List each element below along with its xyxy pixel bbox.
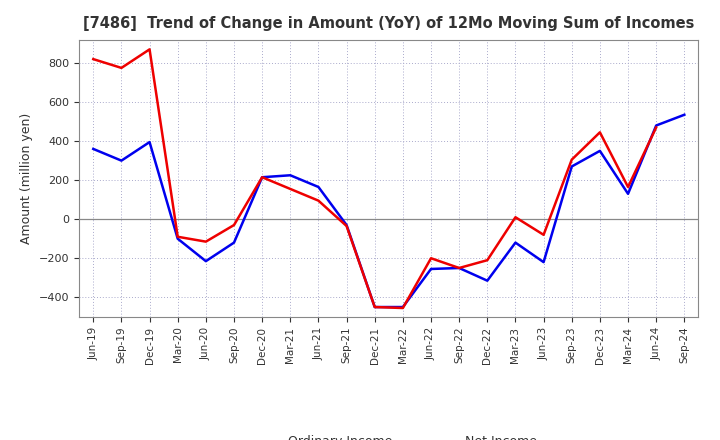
Net Income bbox=[230, 222, 238, 227]
Y-axis label: Amount (million yen): Amount (million yen) bbox=[20, 113, 33, 244]
Net Income bbox=[455, 265, 464, 271]
Line: Ordinary Income: Ordinary Income bbox=[94, 115, 684, 307]
Ordinary Income bbox=[483, 278, 492, 283]
Net Income bbox=[342, 224, 351, 229]
Ordinary Income bbox=[202, 259, 210, 264]
Ordinary Income bbox=[567, 164, 576, 169]
Ordinary Income bbox=[230, 240, 238, 245]
Net Income bbox=[511, 215, 520, 220]
Ordinary Income bbox=[342, 222, 351, 227]
Net Income bbox=[89, 56, 98, 62]
Ordinary Income bbox=[89, 146, 98, 151]
Legend: Ordinary Income, Net Income: Ordinary Income, Net Income bbox=[235, 429, 543, 440]
Net Income bbox=[483, 257, 492, 263]
Ordinary Income bbox=[286, 172, 294, 178]
Ordinary Income bbox=[539, 260, 548, 265]
Net Income bbox=[174, 234, 182, 239]
Ordinary Income bbox=[258, 175, 266, 180]
Ordinary Income bbox=[652, 123, 660, 128]
Ordinary Income bbox=[455, 265, 464, 271]
Net Income bbox=[258, 175, 266, 180]
Net Income bbox=[370, 304, 379, 310]
Net Income bbox=[145, 47, 154, 52]
Net Income bbox=[399, 305, 408, 311]
Net Income bbox=[314, 198, 323, 203]
Net Income bbox=[595, 130, 604, 135]
Ordinary Income bbox=[145, 139, 154, 145]
Net Income bbox=[117, 65, 126, 70]
Ordinary Income bbox=[595, 148, 604, 154]
Ordinary Income bbox=[427, 266, 436, 271]
Ordinary Income bbox=[624, 191, 632, 196]
Ordinary Income bbox=[680, 112, 688, 117]
Net Income bbox=[539, 232, 548, 238]
Ordinary Income bbox=[399, 304, 408, 310]
Ordinary Income bbox=[370, 304, 379, 310]
Ordinary Income bbox=[511, 240, 520, 245]
Line: Net Income: Net Income bbox=[94, 49, 656, 308]
Ordinary Income bbox=[174, 236, 182, 242]
Ordinary Income bbox=[314, 184, 323, 190]
Net Income bbox=[567, 157, 576, 162]
Net Income bbox=[624, 184, 632, 190]
Net Income bbox=[652, 125, 660, 130]
Net Income bbox=[202, 239, 210, 244]
Net Income bbox=[286, 186, 294, 191]
Title: [7486]  Trend of Change in Amount (YoY) of 12Mo Moving Sum of Incomes: [7486] Trend of Change in Amount (YoY) o… bbox=[83, 16, 695, 32]
Net Income bbox=[427, 256, 436, 261]
Ordinary Income bbox=[117, 158, 126, 163]
